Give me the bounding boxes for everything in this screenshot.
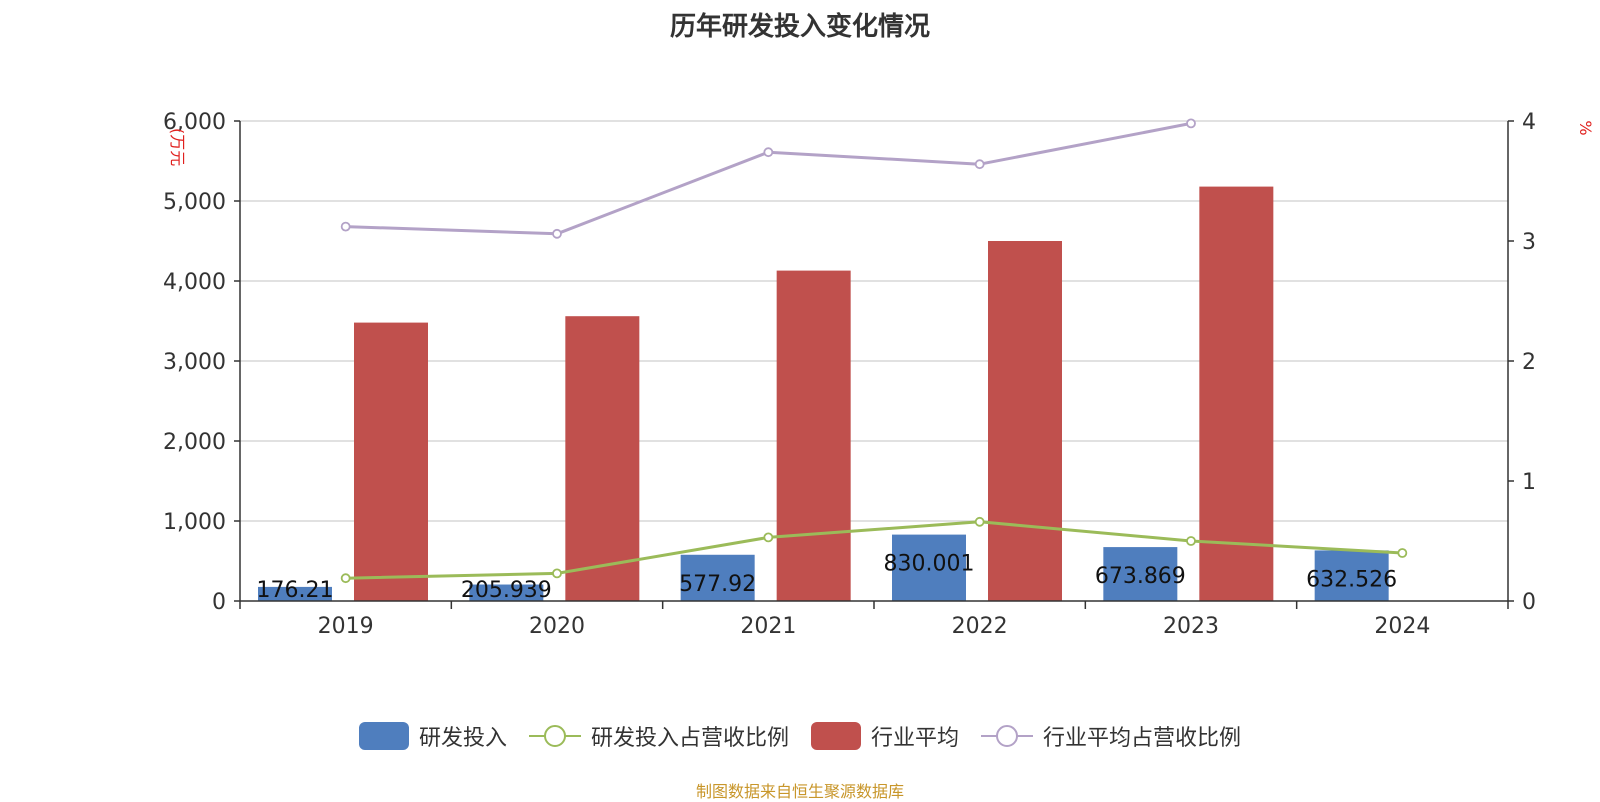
rd-ratio-point bbox=[340, 573, 351, 584]
bar-rd bbox=[680, 554, 755, 601]
legend-label-industry-ratio: 行业平均占营收比例 bbox=[1043, 726, 1242, 751]
rd-ratio-point bbox=[552, 568, 562, 579]
legend-swatch-industry-ratio bbox=[981, 725, 1034, 747]
industry-ratio-point bbox=[974, 159, 985, 170]
rd-ratio-point bbox=[1186, 536, 1196, 546]
chart-title: 历年研发投入变化情况 bbox=[669, 12, 930, 42]
source-note: 制图数据来自恒生聚源数据库 bbox=[695, 782, 904, 801]
legend-item-industry[interactable]: 行业平均 bbox=[811, 720, 959, 752]
chart-plot: 0 1,000 2,000 3,000 4,000 5,000 6,000 0 1 2 3 4 2019… bbox=[163, 110, 1595, 639]
bar-rd bbox=[892, 534, 966, 601]
y-left-axis-label: (万元 bbox=[168, 128, 187, 166]
rd-ratio-point bbox=[974, 516, 985, 527]
rd-ratio-point bbox=[763, 532, 774, 543]
data-label-rd: 176.21 bbox=[257, 578, 334, 603]
industry-ratio-point bbox=[552, 228, 562, 239]
bar-series bbox=[258, 186, 1389, 601]
legend-item-industry-ratio[interactable]: 行业平均占营收比例 bbox=[981, 720, 1241, 752]
bar-rd bbox=[258, 586, 332, 601]
legend-label-rd-ratio: 研发投入占营收比例 bbox=[590, 726, 789, 751]
legend-swatch-rd-ratio bbox=[528, 725, 581, 747]
industry-ratio-point bbox=[763, 147, 774, 158]
data-labels: 176.21 205.939 577.92 830.001 673.869 632.526 bbox=[257, 552, 1398, 603]
bar-rd bbox=[469, 584, 544, 601]
industry-ratio-line bbox=[345, 121, 1192, 236]
legend: 研发投入 研发投入占营收比例 行业平均 行业平均占营收比例 bbox=[0, 720, 1600, 752]
bar-industry bbox=[354, 322, 428, 601]
y-left-tick-label: 5,000 bbox=[163, 190, 226, 215]
legend-swatch-industry bbox=[811, 722, 861, 750]
bar-rd bbox=[1314, 550, 1389, 601]
x-tick-label: 2022 bbox=[952, 614, 1008, 639]
y-left-tick-label: 6,000 bbox=[163, 110, 226, 135]
y-left-tick-label: 2,000 bbox=[163, 430, 226, 455]
bar-rd bbox=[1103, 547, 1178, 601]
bar-industry bbox=[565, 316, 640, 601]
x-tick-label: 2020 bbox=[529, 614, 585, 639]
gridlines bbox=[240, 120, 1508, 522]
legend-swatch-rd bbox=[358, 722, 409, 750]
legend-label-industry: 行业平均 bbox=[871, 726, 960, 751]
data-label-rd: 632.526 bbox=[1306, 567, 1397, 592]
line-series bbox=[340, 118, 1408, 584]
data-label-rd: 577.92 bbox=[679, 572, 756, 597]
legend-item-rd[interactable]: 研发投入 bbox=[358, 720, 507, 752]
y-left-tick-label: 0 bbox=[212, 590, 226, 615]
y-left-tick-label: 1,000 bbox=[163, 510, 226, 535]
bar-industry bbox=[1199, 186, 1274, 601]
y-right-axis-label: % bbox=[1576, 120, 1595, 135]
industry-ratio-point bbox=[340, 221, 351, 232]
y-left-tick-label: 4,000 bbox=[163, 270, 226, 295]
bar-industry bbox=[988, 241, 1062, 601]
x-tick-label: 2021 bbox=[740, 614, 796, 639]
data-label-rd: 673.869 bbox=[1095, 564, 1186, 589]
legend-item-rd-ratio[interactable]: 研发投入占营收比例 bbox=[528, 720, 789, 752]
y-right-tick-label: 0 bbox=[1522, 590, 1536, 615]
data-label-rd: 205.939 bbox=[461, 578, 552, 603]
bar-industry bbox=[776, 270, 851, 601]
axes: 0 1,000 2,000 3,000 4,000 5,000 6,000 0 1 2 3 4 2019… bbox=[163, 110, 1595, 639]
y-right-tick-label: 1 bbox=[1522, 470, 1536, 495]
industry-ratio-point bbox=[1186, 118, 1196, 129]
legend-label-rd: 研发投入 bbox=[418, 726, 507, 751]
x-tick-label: 2023 bbox=[1163, 614, 1219, 639]
y-right-tick-label: 4 bbox=[1522, 110, 1536, 135]
y-left-tick-label: 3,000 bbox=[163, 350, 226, 375]
rd-ratio-point bbox=[1397, 548, 1408, 558]
y-right-tick-label: 2 bbox=[1522, 350, 1536, 375]
x-tick-label: 2024 bbox=[1374, 614, 1430, 639]
x-tick-label: 2019 bbox=[318, 614, 374, 639]
rd-ratio-line bbox=[345, 520, 1403, 580]
data-label-rd: 830.001 bbox=[884, 552, 975, 577]
y-right-tick-label: 3 bbox=[1522, 230, 1536, 255]
